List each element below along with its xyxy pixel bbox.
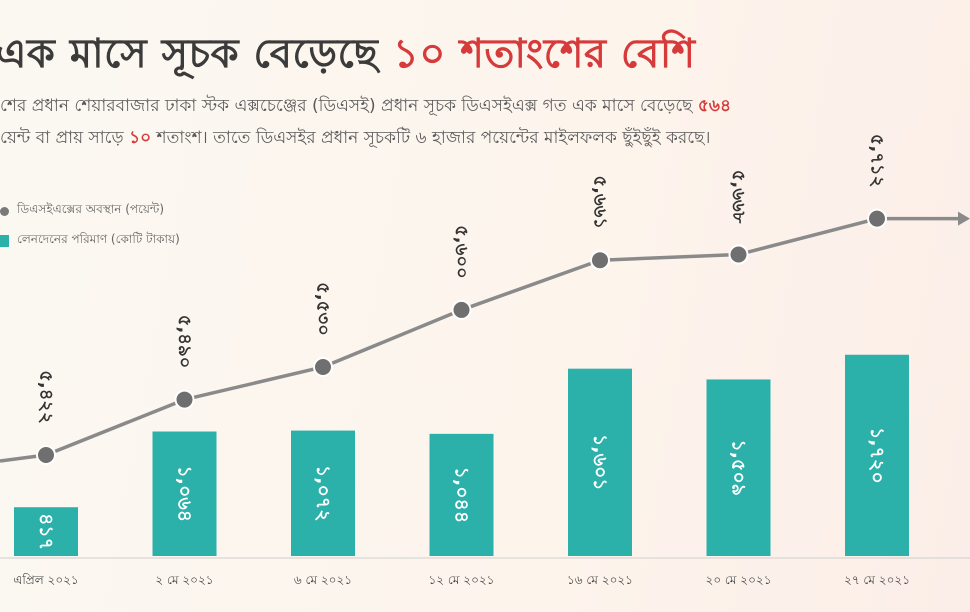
legend-item-line: ডিএসইএক্সের অবস্থান (পয়েন্ট) bbox=[0, 196, 180, 226]
x-tick-label-3: ১২ মে ২০২১ bbox=[429, 573, 495, 587]
bar-value-label-5: ১,৫০৯ bbox=[728, 439, 750, 496]
x-tick-label-0: এপ্রিল ২০২১ bbox=[13, 573, 78, 587]
index-value-label-6: ৫,৭১২ bbox=[867, 134, 888, 188]
lede-line2: য়েন্ট বা প্রায় সাড়ে bbox=[0, 128, 130, 148]
index-point-3 bbox=[451, 299, 472, 320]
lede-paragraph: শের প্রধান শেয়ারবাজার ঢাকা স্টক এক্সচেঞ… bbox=[0, 90, 960, 154]
bar-value-label-4: ১,৬০১ bbox=[589, 434, 611, 491]
index-value-label-0: ৫,৪২২ bbox=[36, 370, 57, 424]
index-value-label-5: ৫,৬৬৮ bbox=[728, 170, 749, 224]
x-tick-label-6: ২৭ মে ২০২১ bbox=[844, 573, 910, 587]
bar-value-label-0: ৪১৭ bbox=[35, 513, 57, 550]
bar-3 bbox=[429, 433, 494, 556]
lede-line2-rest: শতাংশ। তাতে ডিএসইর প্রধান সূচকটি ৬ হাজার… bbox=[151, 128, 711, 148]
index-point-4 bbox=[590, 250, 610, 271]
index-value-label-2: ৫,৫৩০ bbox=[313, 282, 334, 336]
headline-highlight: ১০ শতাংশের বেশি bbox=[392, 31, 696, 77]
headline-text: এক মাসে সূচক বেড়েছে bbox=[0, 31, 393, 77]
bar-4 bbox=[568, 368, 632, 556]
legend-bar-label: লেনদেনের পরিমাণ (কোটি টাকায়) bbox=[17, 232, 180, 246]
bar-5 bbox=[706, 379, 771, 556]
index-point-5 bbox=[728, 244, 749, 265]
bar-value-label-1: ১,০৬৪ bbox=[174, 465, 196, 522]
index-line bbox=[0, 216, 958, 463]
lede-line2-highlight: ১০ bbox=[129, 128, 152, 148]
headline: এক মাসে সূচক বেড়েছে ১০ শতাংশের বেশি bbox=[0, 22, 696, 89]
legend-line-label: ডিএসইএক্সের অবস্থান (পয়েন্ট) bbox=[17, 202, 165, 216]
index-value-label-1: ৫,৪৯০ bbox=[174, 315, 195, 369]
index-point-6 bbox=[867, 208, 887, 229]
index-point-1 bbox=[174, 389, 195, 410]
lede-line1: শের প্রধান শেয়ারবাজার ঢাকা স্টক এক্সচেঞ… bbox=[0, 96, 698, 116]
lede-line1-highlight: ৫৬৪ bbox=[697, 96, 731, 116]
legend-dot-icon bbox=[0, 206, 9, 216]
legend-bar-icon bbox=[0, 235, 9, 247]
index-point-0 bbox=[36, 445, 56, 465]
line-arrow-icon bbox=[958, 211, 970, 226]
index-value-label-3: ৫,৬০০ bbox=[451, 225, 472, 279]
bar-value-label-3: ১,০৪৪ bbox=[451, 467, 473, 524]
legend: ডিএসইএক্সের অবস্থান (পয়েন্ট) লেনদেনের প… bbox=[0, 196, 180, 256]
bar-2 bbox=[291, 430, 355, 556]
x-tick-label-5: ২০ মে ২০২১ bbox=[706, 573, 772, 587]
bar-6 bbox=[845, 354, 909, 556]
legend-item-bar: লেনদেনের পরিমাণ (কোটি টাকায়) bbox=[0, 226, 180, 256]
x-tick-label-4: ১৬ মে ২০২১ bbox=[567, 573, 633, 587]
bar-value-label-2: ১,০৭২ bbox=[312, 465, 334, 522]
bar-value-label-6: ১,৭২০ bbox=[866, 427, 888, 484]
index-value-label-4: ৫,৬৬১ bbox=[590, 175, 611, 229]
x-tick-label-1: ২ মে ২০২১ bbox=[155, 573, 213, 587]
bar-1 bbox=[152, 431, 217, 556]
x-tick-label-2: ৬ মে ২০২১ bbox=[294, 573, 352, 587]
index-point-2 bbox=[313, 356, 333, 377]
bar-0 bbox=[14, 507, 78, 556]
